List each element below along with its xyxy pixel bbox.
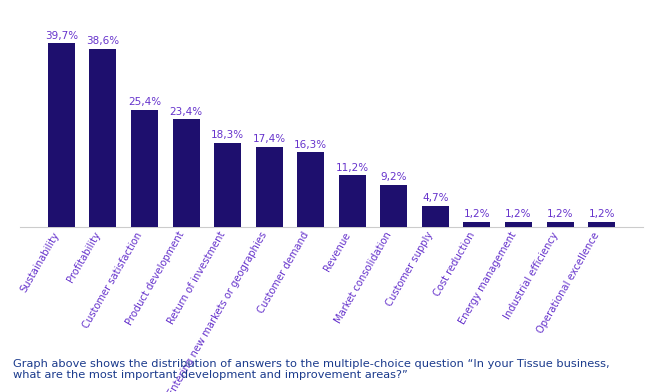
Bar — [422, 205, 449, 227]
Text: 1,2%: 1,2% — [588, 209, 615, 220]
Bar — [90, 49, 116, 227]
Text: Graph above shows the distribution of answers to the multiple-choice question “I: Graph above shows the distribution of an… — [13, 359, 610, 380]
Bar — [588, 222, 615, 227]
Bar — [48, 44, 75, 227]
Bar — [297, 152, 324, 227]
Text: 4,7%: 4,7% — [422, 193, 448, 203]
Bar — [505, 222, 532, 227]
Bar — [380, 185, 408, 227]
Text: 9,2%: 9,2% — [381, 172, 407, 182]
Bar — [131, 110, 158, 227]
Bar — [547, 222, 573, 227]
Text: 1,2%: 1,2% — [463, 209, 490, 220]
Text: 39,7%: 39,7% — [45, 31, 78, 41]
Text: 11,2%: 11,2% — [335, 163, 369, 173]
Text: 25,4%: 25,4% — [128, 97, 161, 107]
Text: 17,4%: 17,4% — [253, 134, 286, 144]
Text: 18,3%: 18,3% — [211, 130, 244, 140]
Text: 23,4%: 23,4% — [170, 107, 203, 117]
Bar — [214, 143, 241, 227]
Bar — [463, 222, 491, 227]
Text: 38,6%: 38,6% — [86, 36, 120, 46]
Text: 1,2%: 1,2% — [505, 209, 532, 220]
Bar — [255, 147, 283, 227]
Bar — [339, 176, 366, 227]
Text: 1,2%: 1,2% — [547, 209, 573, 220]
Bar — [172, 119, 200, 227]
Text: 16,3%: 16,3% — [294, 140, 328, 149]
